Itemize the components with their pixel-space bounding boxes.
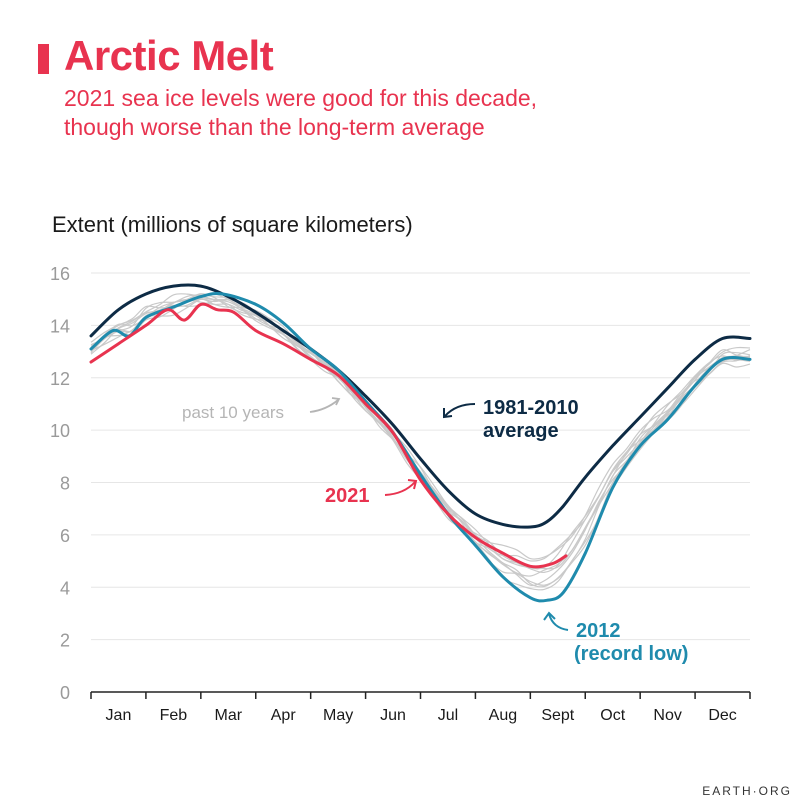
past-year-line [90, 298, 751, 588]
source-credit: EARTH·ORG [702, 784, 792, 798]
month-label-may: May [323, 707, 353, 724]
record-arrow-head [543, 611, 556, 621]
x-axis: Jan Feb Mar Apr May Jun Jul Aug Sept Oct Nov Dec [90, 691, 751, 724]
y-axis-label: Extent (millions of square kilometers) [52, 212, 413, 237]
record-label-line-2: (record low) [574, 643, 688, 665]
month-label-aug: Aug [489, 707, 517, 724]
series-line-1981-2010-average [89, 283, 752, 529]
2021-arrow-head [407, 479, 418, 490]
2021-label: 2021 [325, 485, 370, 507]
y-tick-14: 14 [50, 316, 70, 336]
y-tick-0: 0 [60, 683, 70, 703]
series-line-2012 [89, 292, 752, 603]
y-tick-10: 10 [50, 421, 70, 441]
record-arrow [548, 613, 569, 631]
y-tick-8: 8 [60, 474, 70, 494]
month-label-dec: Dec [708, 707, 736, 724]
average-label-line-2: average [483, 420, 559, 442]
subtitle-line-2: though worse than the long-term average [64, 114, 485, 140]
average-arrow [444, 403, 476, 417]
month-label-mar: Mar [215, 707, 243, 724]
month-label-jun: Jun [380, 707, 406, 724]
past-year-line [90, 298, 751, 591]
title-accent-bar [38, 44, 49, 74]
past-10-years-label: past 10 years [182, 403, 284, 422]
past-arrow-head [331, 397, 341, 406]
y-tick-2: 2 [60, 631, 70, 651]
average-arrow-head [443, 408, 453, 419]
past-year-line [90, 295, 751, 586]
past-years-lines [90, 293, 751, 591]
grid-lines [91, 272, 750, 641]
record-label-line-1: 2012 [576, 620, 621, 642]
series-line-2021 [89, 302, 568, 569]
2021-arrow [384, 481, 416, 496]
past-year-line [90, 299, 751, 587]
y-tick-12: 12 [50, 369, 70, 389]
month-label-jan: Jan [106, 707, 132, 724]
average-label-line-1: 1981-2010 [483, 397, 579, 419]
past-arrow [309, 399, 339, 413]
y-tick-6: 6 [60, 526, 70, 546]
page-title: Arctic Melt [64, 32, 274, 79]
y-tick-labels: 0 2 4 6 8 10 12 14 16 [50, 264, 70, 703]
series-lines [89, 283, 752, 603]
subtitle-line-1: 2021 sea ice levels were good for this d… [64, 85, 538, 111]
month-label-oct: Oct [600, 707, 625, 724]
month-label-jul: Jul [438, 707, 458, 724]
y-tick-4: 4 [60, 578, 70, 598]
y-tick-16: 16 [50, 264, 70, 284]
month-label-apr: Apr [271, 707, 297, 724]
month-label-feb: Feb [160, 707, 188, 724]
month-label-nov: Nov [653, 707, 681, 724]
month-label-sept: Sept [541, 707, 574, 724]
subtitle: 2021 sea ice levels were good for this d… [64, 84, 704, 142]
past-year-line [90, 293, 751, 560]
